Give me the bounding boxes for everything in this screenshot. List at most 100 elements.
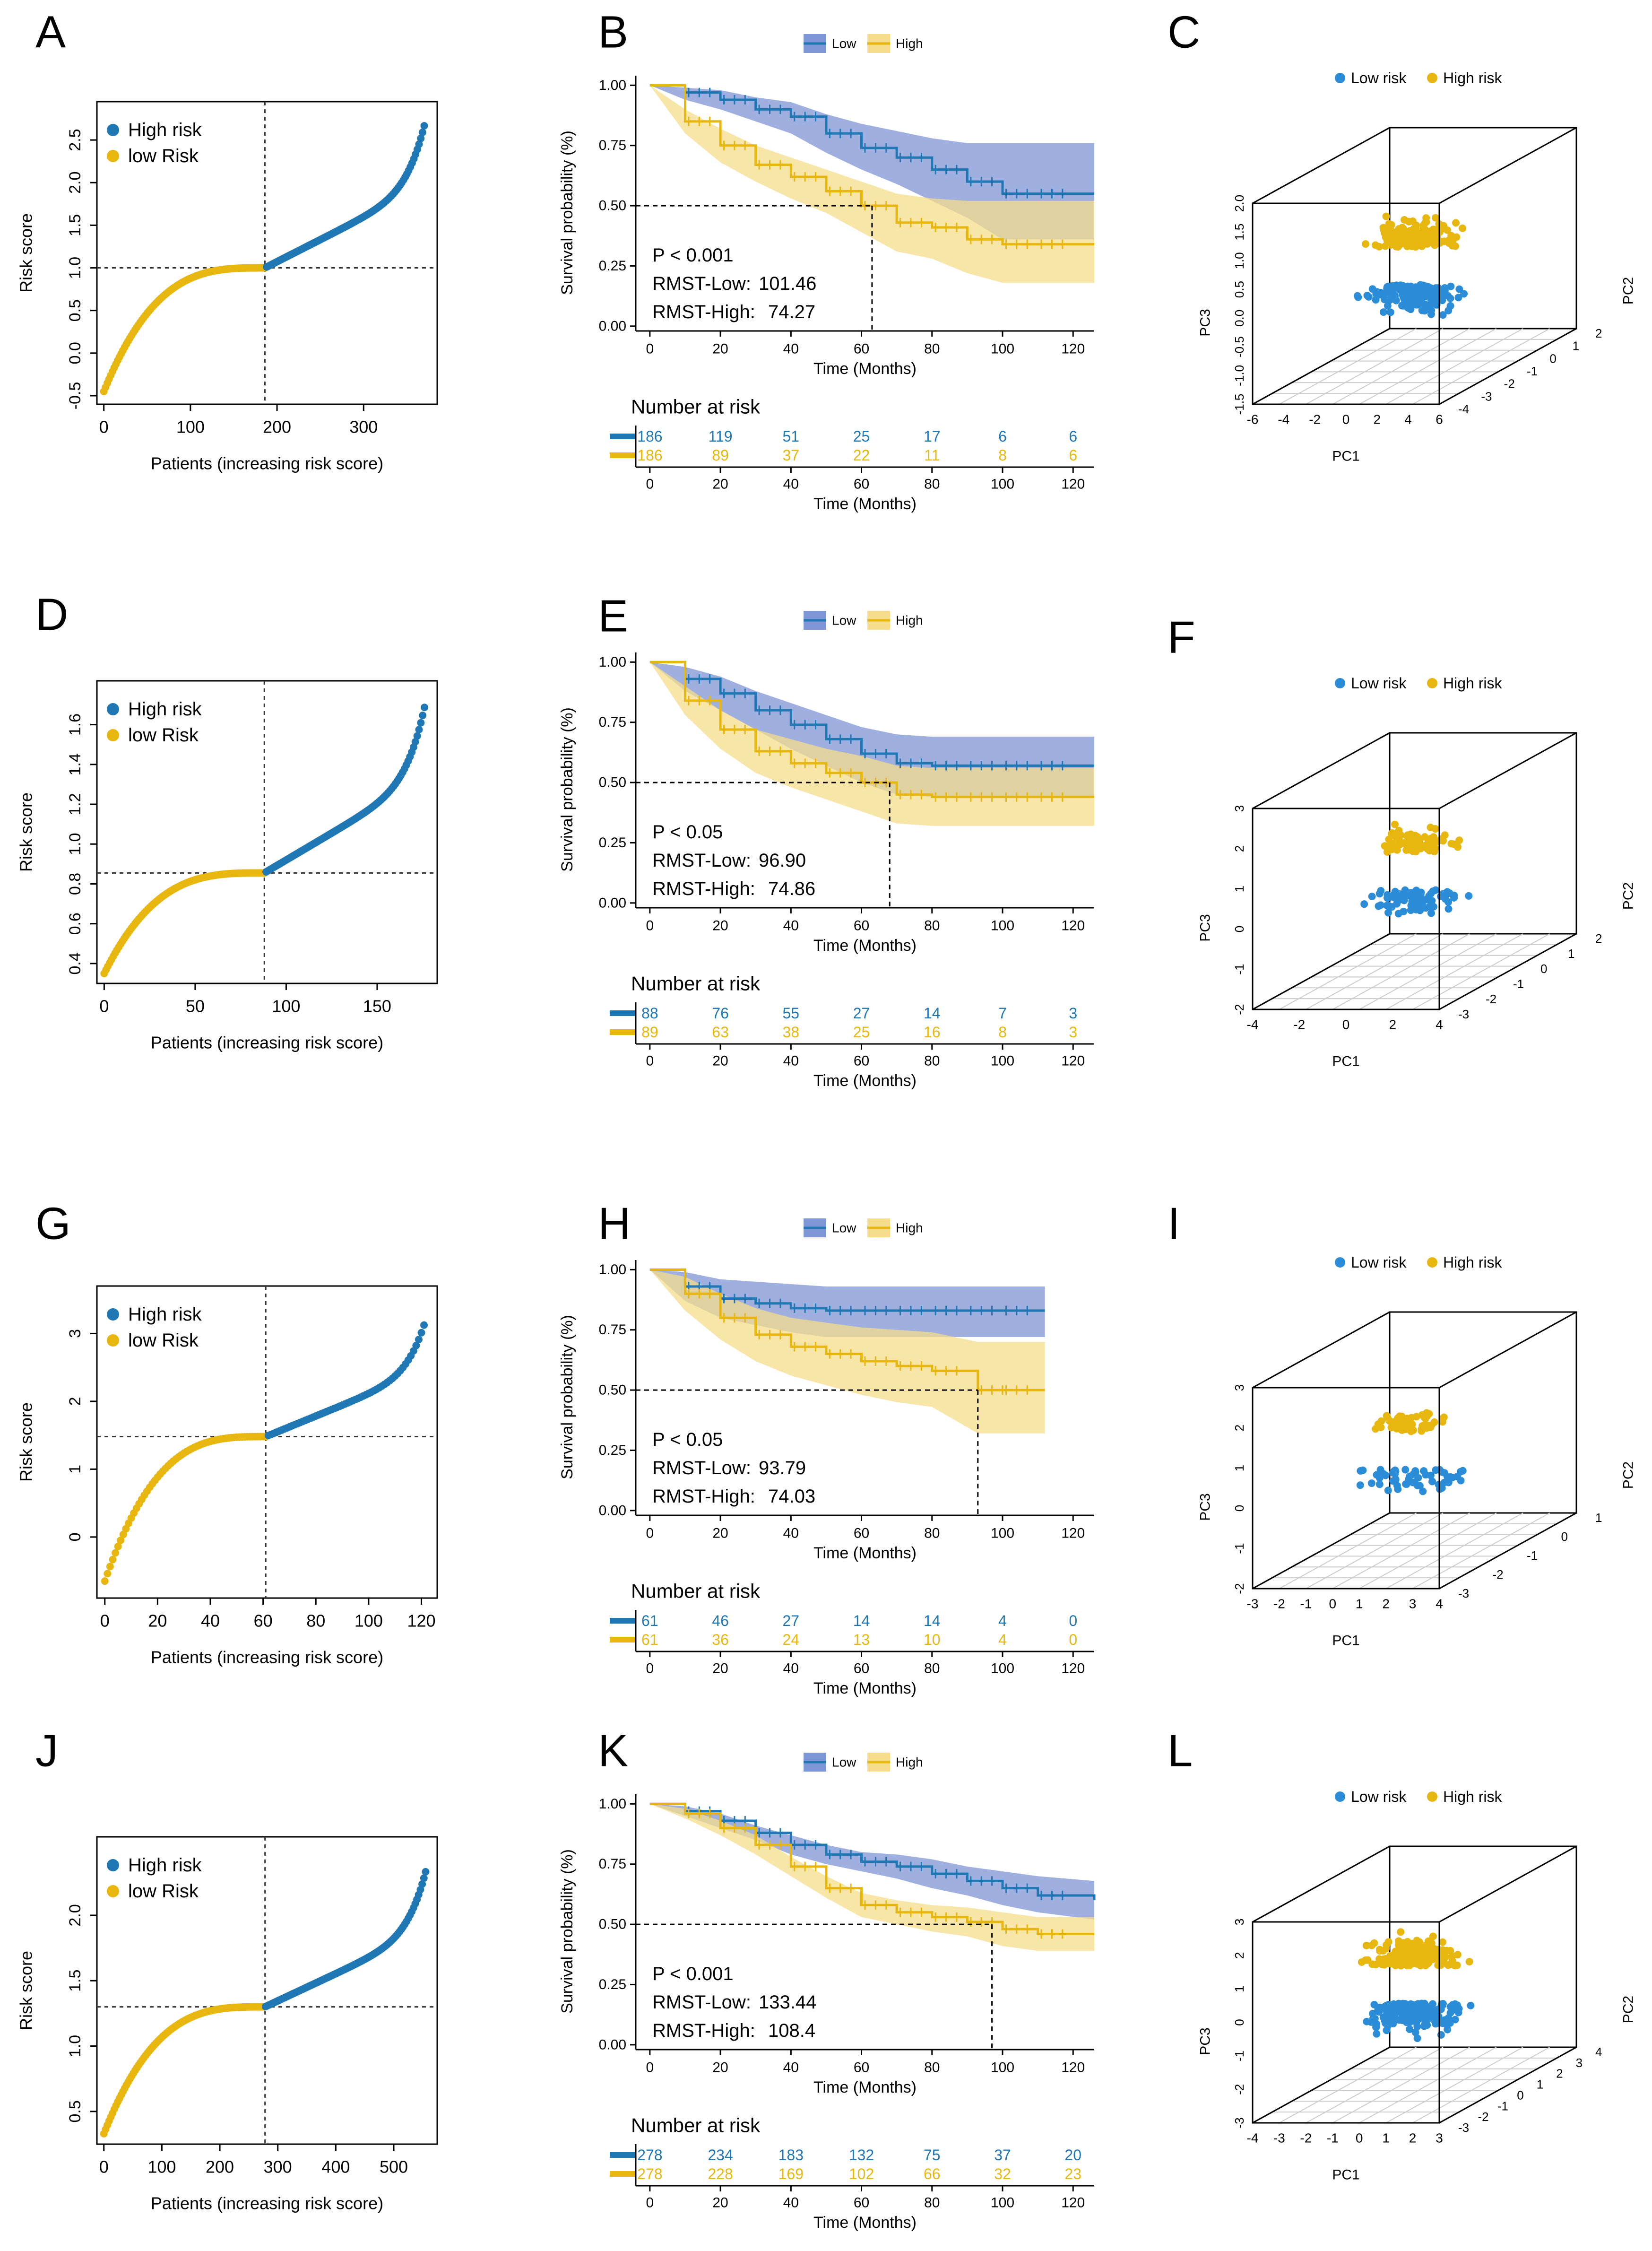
high-risk-point [1362, 240, 1370, 248]
y-tick-label: 1.00 [599, 1796, 626, 1812]
high-survival-curve [649, 1802, 1094, 1935]
high-risk-point [1403, 836, 1411, 844]
cube-front-face [1252, 1387, 1440, 1590]
floor-gridline [1359, 328, 1497, 405]
legend-marker [1335, 73, 1345, 83]
risk-count-high: 169 [778, 2165, 804, 2182]
x-tick-label: 100 [991, 918, 1014, 934]
low-risk-point [1354, 293, 1362, 301]
high-risk-point [422, 1868, 430, 1876]
pc1-tick-label: 3 [1409, 1597, 1417, 1611]
x-tick-label: 60 [854, 2195, 869, 2211]
low-risk-point [1407, 906, 1415, 914]
low-risk-point [1413, 901, 1421, 909]
floor-gridline [1412, 933, 1550, 1010]
low-risk-point [1393, 900, 1401, 908]
low-risk-point [1421, 2017, 1429, 2025]
y-tick-label: 0.25 [599, 1977, 626, 1992]
pca-3d-plot-I: Low risk High risk-3 -2 -1 0 1 2 3 4PC1-2-10123P… [1198, 1254, 1636, 1649]
high-risk-point [1454, 843, 1462, 851]
rmst-high-label: RMST-High: [652, 2020, 755, 2041]
low-risk-point [1367, 1479, 1375, 1487]
panel-label-D: D [35, 590, 68, 640]
panel-label-B: B [598, 7, 628, 58]
pc1-tick-label: 0 [1342, 412, 1350, 427]
low-risk-point [101, 1577, 109, 1585]
pc3-tick-label: 3 [1232, 805, 1246, 812]
low-risk-point [1356, 1481, 1364, 1489]
pc1-tick-label: 2 [1382, 1597, 1390, 1611]
x-tick-label: 300 [264, 2157, 292, 2177]
risk-table-title: Number at risk [631, 396, 761, 418]
risk-count-low: 7 [998, 1005, 1007, 1022]
risk-count-low: 14 [924, 1005, 941, 1022]
y-tick-label: 1.5 [66, 214, 84, 236]
x-tick-label: 60 [854, 341, 869, 357]
high-risk-point [1394, 828, 1402, 836]
floor-gridline [1306, 933, 1444, 1010]
low-risk-point [1401, 1466, 1410, 1474]
low-survival-curve [649, 1268, 1045, 1312]
low-risk-point [1426, 2004, 1434, 2012]
low-risk-point [1404, 290, 1412, 298]
low-risk-point [1453, 2001, 1461, 2009]
y-tick-label: 0.00 [599, 1503, 626, 1518]
legend-label: Low risk [1351, 70, 1407, 87]
high-confidence-band [649, 1269, 1045, 1434]
x-tick-label: 400 [321, 2157, 350, 2177]
y-tick-label: 0.8 [66, 873, 84, 895]
high-risk-point [1422, 1952, 1430, 1960]
pc2-tick-label: -1 [1527, 1548, 1538, 1563]
cube-edge [1252, 2046, 1390, 2124]
high-risk-point [1403, 1415, 1411, 1423]
low-risk-point [1415, 2008, 1423, 2016]
low-risk-point [1414, 2016, 1422, 2024]
low-risk-point [1384, 909, 1392, 917]
low-risk-point [1383, 2026, 1391, 2034]
panel-label-I: I [1168, 1199, 1180, 1249]
high-risk-point [1452, 219, 1460, 227]
pc2-axis-title: PC2 [1621, 1461, 1636, 1489]
cube-front-face [1252, 808, 1440, 1010]
low-risk-point [1400, 907, 1408, 915]
low-risk-point [1422, 1471, 1430, 1479]
cube-edge [1252, 1311, 1390, 1389]
y-tick-label: 0.5 [66, 299, 84, 322]
legend-marker [107, 1334, 119, 1347]
legend-marker [107, 1859, 119, 1871]
rmst-low-value: 101.46 [759, 273, 816, 294]
y-tick-label: 0.50 [599, 1382, 626, 1398]
pc1-tick-label: 2 [1389, 1017, 1396, 1032]
low-risk-point [1428, 300, 1436, 308]
pc3-axis-title: PC3 [1198, 1493, 1213, 1521]
pc2-tick-label: 0 [1517, 2088, 1523, 2102]
pc2-tick-label: -4 [1458, 402, 1469, 416]
x-tick-label: 100 [147, 2157, 176, 2177]
pc3-tick-label: 0 [1232, 1505, 1246, 1512]
plot-frame [96, 1285, 438, 1599]
risk-count-high: 11 [924, 447, 940, 464]
pc3-axis-title: PC3 [1198, 914, 1213, 941]
high-risk-point [1383, 1941, 1391, 1949]
x-tick-label: 120 [1061, 341, 1085, 357]
pc1-tick-label: -2 [1293, 1017, 1305, 1032]
rmst-low-value: 93.79 [759, 1458, 806, 1478]
high-risk-point [1408, 1949, 1416, 1957]
risk-count-high: 8 [998, 447, 1007, 464]
pc1-tick-label: 1 [1356, 1597, 1363, 1611]
cube-edge [1439, 732, 1577, 809]
rmst-low-value: 133.44 [759, 1992, 816, 2013]
legend-label: High [896, 1755, 923, 1770]
risk-count-high: 25 [853, 1024, 870, 1041]
x-axis-title: Time (Months) [813, 360, 917, 378]
x-tick-label: 120 [1061, 1053, 1085, 1069]
high-risk-point [1427, 1421, 1436, 1429]
risk-count-high: 32 [994, 2165, 1011, 2182]
high-risk-point [415, 726, 423, 734]
legend-marker [1335, 1257, 1345, 1268]
x-tick-label: 100 [991, 477, 1014, 492]
x-tick-label: 20 [712, 2060, 728, 2076]
x-tick-label: 100 [991, 2060, 1014, 2076]
pc2-tick-label: -2 [1504, 377, 1515, 391]
